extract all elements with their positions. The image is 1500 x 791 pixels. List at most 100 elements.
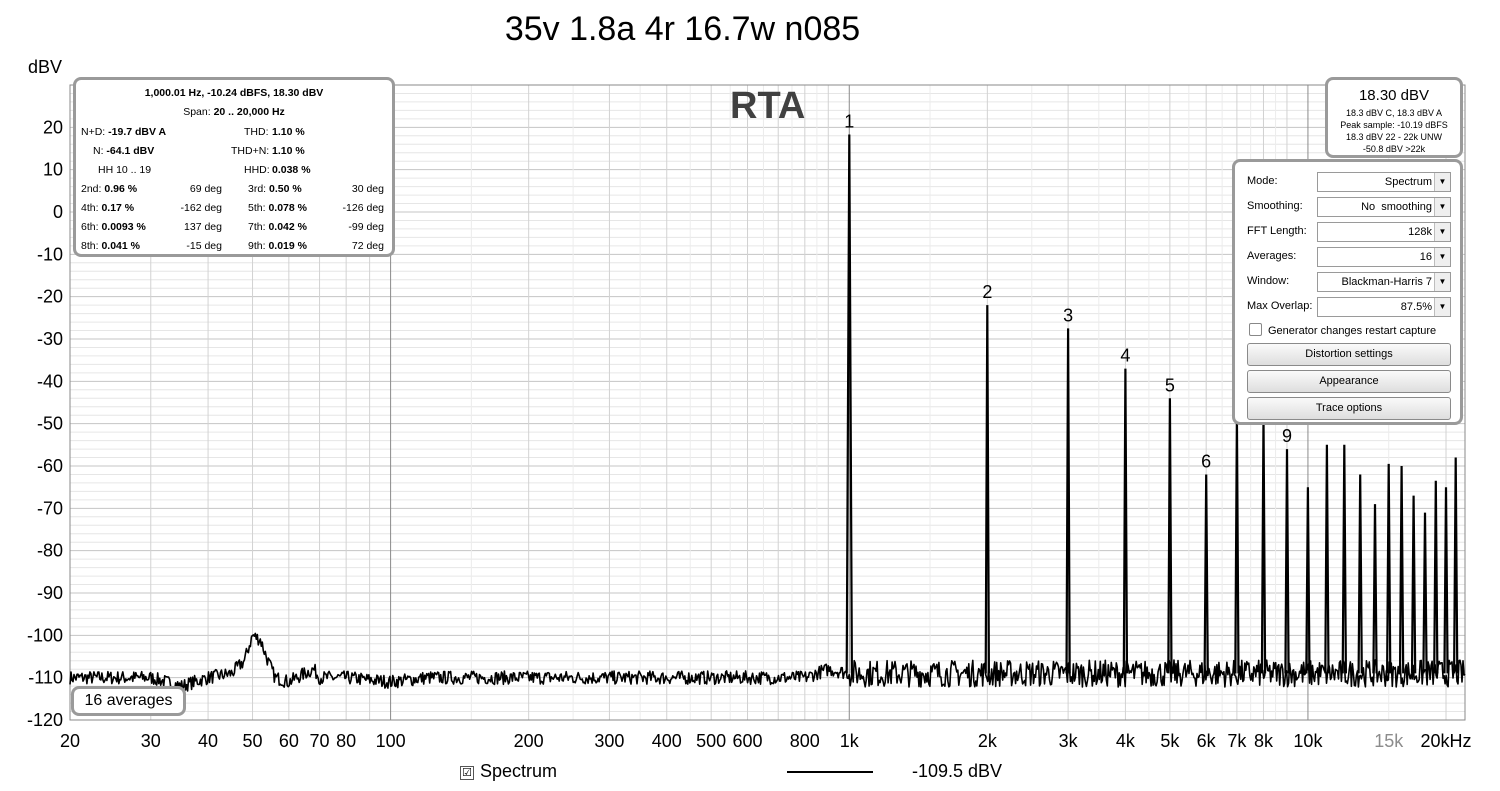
harmonic-8: 8th: 0.041 % [81, 240, 140, 252]
x-tick-label: 5k [1160, 731, 1180, 751]
harmonic-peak [1443, 487, 1449, 674]
harmonic-peak [1398, 465, 1405, 674]
window-row: Window: Blackman-Harris 7 ▼ [1247, 272, 1453, 292]
harmonic-5-phase: -126 deg [342, 202, 384, 214]
harmonic-7: 7th: 0.042 % [248, 221, 307, 233]
x-tick-label: 80 [336, 731, 356, 751]
y-tick-label: -90 [37, 583, 63, 603]
window-value: Blackman-Harris 7 [1341, 276, 1432, 288]
peak-line-1: 18.3 dBV C, 18.3 dBV A [1345, 108, 1443, 118]
x-tick-label: 2k [978, 731, 998, 751]
mode-row: Mode: Spectrum ▼ [1247, 172, 1453, 192]
y-axis-unit: dBV [28, 57, 63, 77]
x-tick-label: 70 [310, 731, 330, 751]
trace-options-button[interactable]: Trace options [1247, 397, 1451, 420]
y-tick-label: -120 [27, 710, 63, 730]
harmonic-9: 9th: 0.019 % [248, 240, 307, 252]
max-overlap-row: Max Overlap: 87.5% ▼ [1247, 297, 1453, 317]
rta-label: RTA [730, 85, 806, 127]
fft-length-label: FFT Length: [1247, 225, 1307, 237]
generator-restart-checkbox[interactable]: Generator changes restart capture [1249, 323, 1436, 337]
fft-length-value: 128k [1408, 226, 1432, 238]
thdn-value: 1.10 % [272, 145, 305, 157]
y-tick-label: -60 [37, 456, 63, 476]
y-tick-label: -100 [27, 625, 63, 645]
fft-length-row: FFT Length: 128k ▼ [1247, 222, 1453, 242]
smoothing-select[interactable]: No smoothing ▼ [1317, 197, 1451, 217]
mode-label: Mode: [1247, 175, 1278, 187]
harmonic-peak [1305, 487, 1311, 674]
chevron-down-icon: ▼ [1434, 173, 1450, 191]
legend-cursor-value: -109.5 dBV [912, 761, 1003, 781]
x-tick-label: 10k [1293, 731, 1323, 751]
smoothing-label: Smoothing: [1247, 200, 1303, 212]
harmonic-peak [1410, 495, 1417, 674]
chevron-down-icon: ▼ [1434, 248, 1450, 266]
x-tick-label: 40 [198, 731, 218, 751]
x-tick-label: 8k [1254, 731, 1274, 751]
x-tick-label: 20 [60, 731, 80, 751]
x-tick-label: 15k [1374, 731, 1404, 751]
x-tick-label: 600 [732, 731, 762, 751]
distortion-readout-panel: 1,000.01 Hz, -10.24 dBFS, 18.30 dBV Span… [73, 77, 395, 257]
harmonic-peak [1386, 463, 1392, 674]
x-tick-label: 500 [696, 731, 726, 751]
y-tick-label: -10 [37, 244, 63, 264]
peak-line-3: 18.3 dBV 22 - 22k UNW [1345, 132, 1443, 142]
x-tick-label: 100 [376, 731, 406, 751]
y-tick-label: 20 [43, 117, 63, 137]
checkbox-checked-icon[interactable]: ☑ [460, 766, 474, 780]
smoothing-row: Smoothing: No smoothing ▼ [1247, 197, 1453, 217]
harmonic-peak [1341, 444, 1347, 674]
checkbox-unchecked-icon [1249, 323, 1262, 336]
harmonic-peak [1122, 368, 1129, 674]
harmonic-peak [1203, 474, 1209, 674]
x-tick-label: 50 [243, 731, 263, 751]
x-tick-label: 400 [652, 731, 682, 751]
harmonic-label: 9 [1282, 426, 1292, 446]
harmonic-8-phase: -15 deg [186, 240, 222, 252]
x-tick-label: 20kHz [1420, 731, 1471, 751]
window-label: Window: [1247, 275, 1290, 287]
chevron-down-icon: ▼ [1434, 223, 1450, 241]
harmonic-9-phase: 72 deg [351, 240, 384, 252]
chevron-down-icon: ▼ [1434, 273, 1450, 291]
distortion-settings-button[interactable]: Distortion settings [1247, 343, 1451, 366]
plot-axes: 20100-10-20-30-40-50-60-70-80-90-100-110… [27, 84, 1472, 751]
max-overlap-select[interactable]: 87.5% ▼ [1317, 297, 1451, 317]
window-select[interactable]: Blackman-Harris 7 ▼ [1317, 272, 1451, 292]
harmonic-label: 4 [1120, 346, 1130, 366]
harmonic-6: 6th: 0.0093 % [81, 221, 146, 233]
averages-value: 16 [1419, 251, 1432, 263]
harmonic-6-phase: 137 deg [184, 221, 222, 233]
x-tick-label: 6k [1197, 731, 1217, 751]
harmonic-peak [1065, 328, 1071, 674]
legend-spectrum[interactable]: ☑ Spectrum [460, 761, 557, 782]
averages-badge: 16 averages [71, 686, 186, 716]
x-tick-label: 4k [1116, 731, 1136, 751]
max-overlap-value: 87.5% [1400, 301, 1432, 313]
harmonic-2-phase: 69 deg [189, 183, 222, 195]
harmonic-peak [1433, 480, 1439, 674]
appearance-button[interactable]: Appearance [1247, 370, 1451, 393]
smoothing-value: No smoothing [1361, 201, 1432, 213]
mode-value: Spectrum [1384, 176, 1432, 188]
harmonic-5: 5th: 0.078 % [248, 202, 307, 214]
peak-level-main: 18.30 dBV [1358, 87, 1430, 104]
thd-value: 1.10 % [272, 126, 305, 138]
harmonic-label: 2 [982, 282, 992, 302]
noise-floor-line [69, 632, 1466, 692]
harmonic-peak [1453, 457, 1459, 674]
averages-select[interactable]: 16 ▼ [1317, 247, 1451, 267]
y-tick-label: -40 [37, 371, 63, 391]
y-tick-label: -20 [37, 287, 63, 307]
chevron-down-icon: ▼ [1434, 198, 1450, 216]
hhd-readout: HHD: [244, 164, 270, 176]
harmonic-4-phase: -162 deg [180, 202, 222, 214]
harmonic-peak [1324, 444, 1330, 674]
fft-length-select[interactable]: 128k ▼ [1317, 222, 1451, 242]
rta-settings-panel: Mode: Spectrum ▼ Smoothing: No smoothing ▼… [1232, 159, 1463, 425]
mode-select[interactable]: Spectrum ▼ [1317, 172, 1451, 192]
x-tick-label: 7k [1227, 731, 1247, 751]
averages-label: Averages: [1247, 250, 1297, 262]
